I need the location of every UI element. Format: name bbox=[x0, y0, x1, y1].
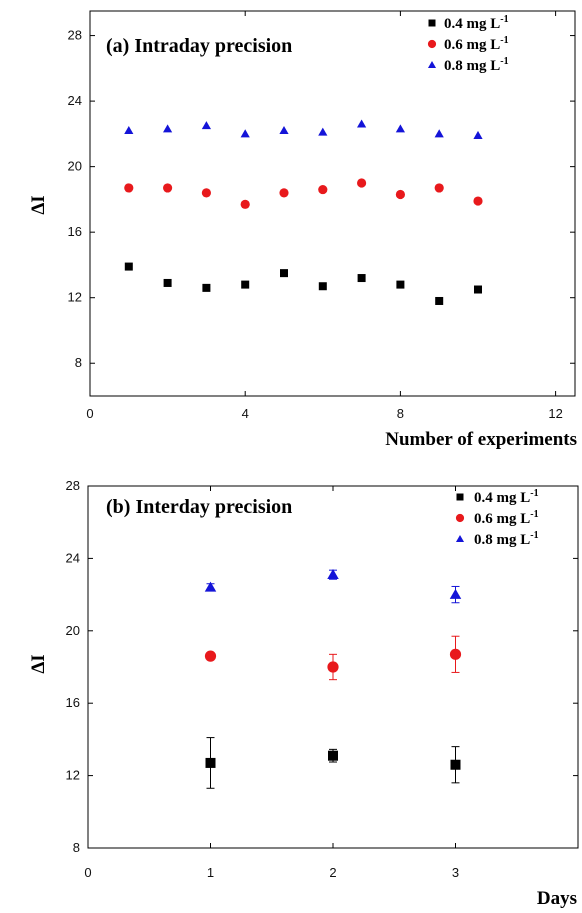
data-point bbox=[395, 189, 405, 200]
panel-a-plot-frame bbox=[89, 10, 576, 397]
data-point bbox=[279, 188, 289, 198]
panel-b-interday-chart: (b) Interday precision ΔI Days 812162024… bbox=[28, 478, 579, 909]
x-tick-label: 12 bbox=[548, 406, 562, 421]
panel-a-title: (a) Intraday precision bbox=[106, 35, 292, 57]
legend-marker bbox=[428, 19, 436, 27]
data-point bbox=[474, 285, 482, 294]
x-tick-label: 4 bbox=[242, 406, 249, 421]
panel-b-legend: 0.4 mg L-1 0.6 mg L-1 0.8 mg L-1 bbox=[455, 488, 539, 548]
data-point bbox=[434, 183, 444, 193]
data-point bbox=[327, 661, 339, 673]
data-point bbox=[328, 750, 338, 761]
data-point bbox=[473, 196, 483, 206]
data-point bbox=[204, 650, 217, 662]
x-tick-label: 2 bbox=[329, 865, 336, 880]
y-tick-label: 20 bbox=[68, 159, 82, 174]
data-point bbox=[201, 188, 211, 198]
data-point bbox=[357, 119, 367, 128]
panel-a-xlabel: Number of experiments bbox=[385, 429, 577, 450]
data-point bbox=[327, 568, 339, 580]
y-tick-label: 8 bbox=[75, 355, 82, 370]
y-tick-label: 16 bbox=[66, 695, 80, 710]
panel-a-intraday-chart: (a) Intraday precision ΔI Number of expe… bbox=[28, 10, 577, 450]
panel-a-ylabel: ΔI bbox=[28, 195, 49, 214]
panel-b-ylabel: ΔI bbox=[28, 654, 49, 673]
legend-label-sup: -1 bbox=[530, 509, 538, 520]
legend-label-sup: -1 bbox=[500, 56, 508, 67]
data-point bbox=[450, 759, 461, 770]
y-tick-label: 24 bbox=[66, 550, 80, 565]
data-point bbox=[395, 124, 405, 133]
series-a-2 bbox=[124, 119, 483, 139]
data-point bbox=[279, 125, 289, 135]
data-point bbox=[202, 283, 211, 292]
data-point bbox=[449, 648, 462, 660]
legend-label: 0.4 mg L-1 bbox=[474, 488, 539, 506]
data-point bbox=[435, 296, 444, 305]
data-point bbox=[241, 280, 250, 289]
data-point bbox=[473, 130, 483, 139]
legend-marker bbox=[427, 60, 437, 69]
data-point bbox=[396, 280, 405, 289]
legend-label: 0.4 mg L-1 bbox=[444, 14, 509, 32]
x-tick-label: 1 bbox=[207, 865, 214, 880]
legend-label: 0.8 mg L-1 bbox=[444, 56, 509, 74]
y-tick-label: 24 bbox=[68, 93, 82, 108]
legend-label: 0.6 mg L-1 bbox=[474, 509, 539, 527]
data-point bbox=[163, 124, 173, 133]
series-b-2 bbox=[204, 568, 462, 604]
data-point bbox=[240, 199, 250, 209]
series-a-1 bbox=[124, 178, 483, 209]
legend-marker bbox=[456, 493, 464, 501]
data-point bbox=[204, 581, 217, 592]
data-point bbox=[280, 269, 288, 278]
x-tick-label: 8 bbox=[397, 406, 404, 421]
data-point bbox=[318, 184, 328, 195]
legend-marker bbox=[427, 39, 437, 49]
panel-a-legend: 0.4 mg L-1 0.6 mg L-1 0.8 mg L-1 bbox=[427, 14, 509, 74]
legend-label-sup: -1 bbox=[500, 14, 508, 25]
legend-label: 0.8 mg L-1 bbox=[474, 530, 539, 548]
data-point bbox=[124, 183, 134, 193]
y-tick-label: 28 bbox=[66, 478, 80, 493]
legend-label: 0.6 mg L-1 bbox=[444, 35, 509, 53]
series-b-0 bbox=[205, 737, 461, 789]
panel-a-ticks: 8 12 16 20 24 28 0 4 8 12 bbox=[68, 11, 575, 421]
y-tick-label: 20 bbox=[66, 623, 80, 638]
legend-label-sup: -1 bbox=[530, 488, 538, 499]
y-tick-label: 12 bbox=[66, 768, 80, 783]
data-point bbox=[318, 127, 328, 136]
panel-b-marks bbox=[204, 568, 462, 789]
data-point bbox=[163, 183, 173, 193]
data-point bbox=[434, 129, 444, 138]
data-point bbox=[124, 125, 134, 135]
legend-marker bbox=[455, 534, 465, 543]
data-point bbox=[318, 282, 327, 291]
legend-marker bbox=[455, 513, 465, 523]
y-tick-label: 8 bbox=[73, 840, 80, 855]
data-point bbox=[163, 278, 172, 287]
data-point bbox=[205, 757, 216, 768]
data-point bbox=[357, 274, 366, 283]
series-a-0 bbox=[124, 262, 482, 305]
panel-b-xlabel: Days bbox=[537, 888, 577, 909]
series-b-1 bbox=[204, 635, 462, 681]
data-point bbox=[124, 262, 133, 271]
y-tick-label: 28 bbox=[68, 28, 82, 43]
legend-label-sup: -1 bbox=[500, 35, 508, 46]
y-tick-label: 16 bbox=[68, 224, 82, 239]
data-point bbox=[449, 588, 462, 599]
y-tick-label: 12 bbox=[68, 290, 82, 305]
x-tick-label: 0 bbox=[84, 865, 91, 880]
x-tick-label: 3 bbox=[452, 865, 459, 880]
legend-label-sup: -1 bbox=[530, 530, 538, 541]
data-point bbox=[201, 121, 211, 130]
data-point bbox=[240, 129, 250, 138]
x-tick-label: 0 bbox=[86, 406, 93, 421]
panel-b-title: (b) Interday precision bbox=[106, 496, 292, 518]
panel-a-marks bbox=[124, 119, 483, 305]
data-point bbox=[357, 178, 367, 188]
